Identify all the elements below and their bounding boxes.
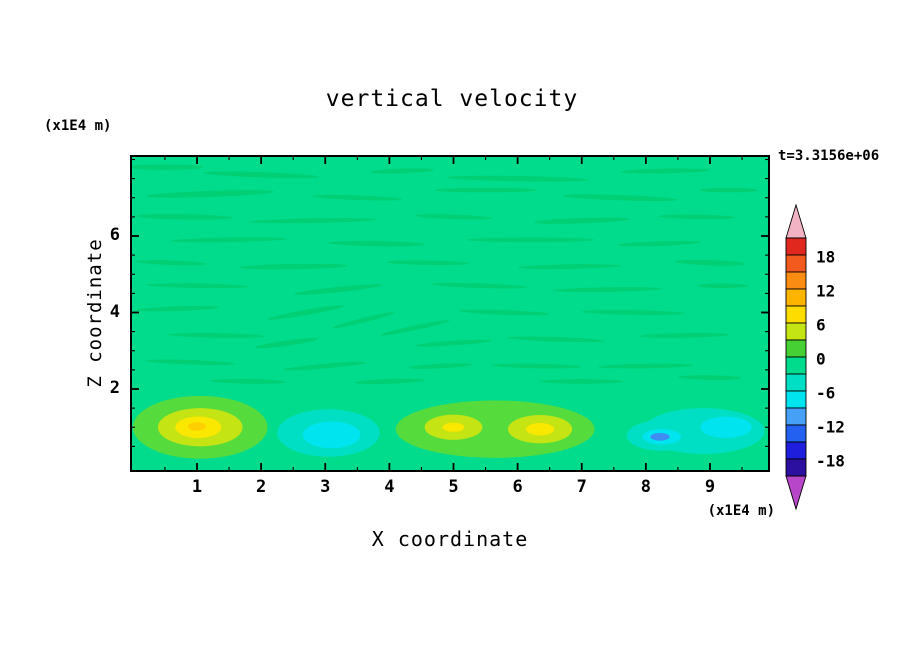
y-tick-label: 6: [109, 225, 120, 245]
x-tick-label: 2: [256, 477, 267, 497]
colorbar-label: 0: [816, 350, 826, 369]
colorbar-label: 12: [816, 282, 835, 301]
colorbar-label: 6: [816, 316, 826, 335]
colorbar-label: -6: [816, 384, 835, 403]
x-tick-label: 3: [320, 477, 331, 497]
y-tick-label: 4: [109, 301, 120, 322]
chart-title: vertical velocity: [325, 86, 579, 112]
x-axis-unit: (x1E4 m): [707, 503, 775, 519]
x-tick-labels: 1 2 3 4 5 6 7 8 9: [130, 477, 770, 501]
x-tick-label: 5: [448, 477, 459, 497]
x-tick-label: 9: [704, 477, 716, 497]
contour-plot: [130, 155, 770, 472]
x-tick-label: 1: [191, 477, 203, 497]
colorbar-label: 18: [816, 248, 835, 267]
colorbar-label: -18: [816, 452, 845, 471]
x-tick-label: 8: [640, 477, 651, 497]
y-tick-label: 2: [109, 378, 120, 398]
x-axis-label: X coordinate: [371, 527, 529, 551]
x-tick-label: 7: [576, 477, 587, 497]
y-tick-labels: 6 4 2: [90, 155, 124, 472]
colorbar: 18 12 6 0 -6 -12 -18: [785, 203, 845, 511]
x-tick-label: 4: [384, 477, 395, 497]
x-tick-label: 6: [512, 477, 523, 497]
y-axis-unit: (x1E4 m): [44, 118, 112, 134]
colorbar-label: -12: [816, 418, 845, 437]
timestamp: t=3.3156e+06: [778, 148, 880, 164]
